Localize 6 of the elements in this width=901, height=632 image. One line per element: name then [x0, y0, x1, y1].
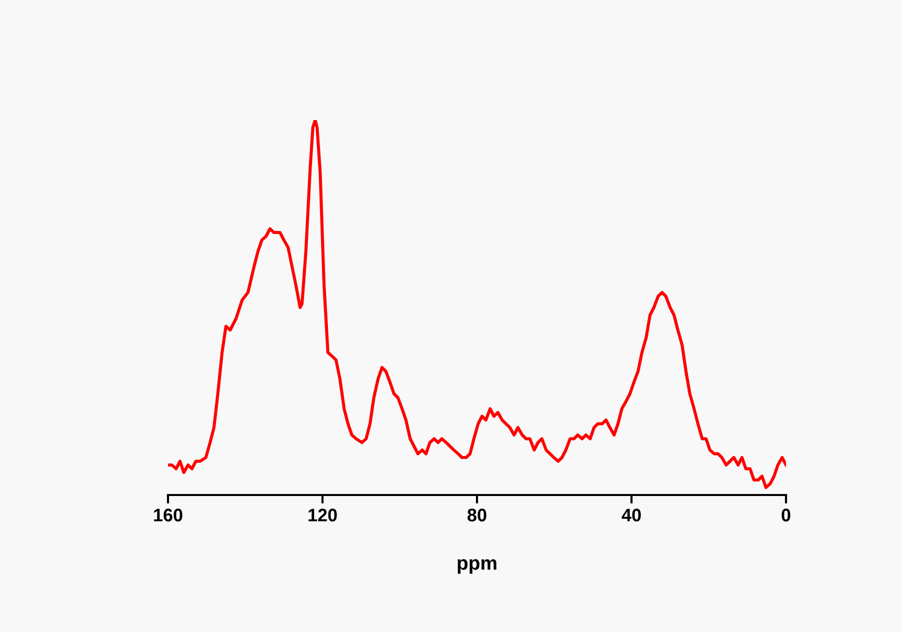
x-tick-label: 160 — [154, 508, 182, 522]
x-tick-label: 120 — [308, 508, 337, 522]
x-axis-title: ppm — [458, 559, 496, 574]
x-tick-label: 80 — [468, 508, 486, 522]
x-tick-label: 0 — [782, 508, 790, 522]
x-tick-label: 40 — [622, 508, 641, 522]
